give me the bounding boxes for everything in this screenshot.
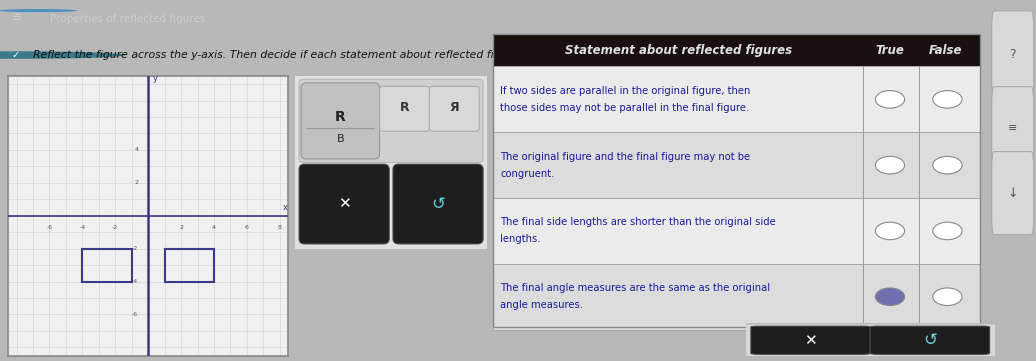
FancyBboxPatch shape bbox=[991, 87, 1034, 170]
Text: -2: -2 bbox=[132, 246, 138, 251]
Text: angle measures.: angle measures. bbox=[500, 300, 583, 310]
Text: 8: 8 bbox=[278, 225, 282, 230]
Circle shape bbox=[0, 51, 125, 59]
FancyBboxPatch shape bbox=[991, 152, 1034, 235]
FancyBboxPatch shape bbox=[429, 86, 480, 131]
Text: 4: 4 bbox=[212, 225, 215, 230]
Bar bbox=[493, 132, 980, 198]
Circle shape bbox=[0, 9, 78, 12]
Text: Statement about reflected figures: Statement about reflected figures bbox=[565, 44, 792, 57]
Circle shape bbox=[875, 156, 904, 174]
Bar bbox=[82, 249, 132, 282]
Bar bbox=[493, 66, 980, 132]
Text: 2: 2 bbox=[179, 225, 183, 230]
FancyBboxPatch shape bbox=[870, 326, 989, 354]
Text: False: False bbox=[929, 44, 962, 57]
FancyBboxPatch shape bbox=[301, 83, 379, 159]
Text: The final side lengths are shorter than the original side: The final side lengths are shorter than … bbox=[500, 217, 776, 227]
Text: The final angle measures are the same as the original: The final angle measures are the same as… bbox=[500, 283, 771, 293]
Text: -4: -4 bbox=[79, 225, 85, 230]
Bar bbox=[493, 264, 980, 330]
Text: ✕: ✕ bbox=[338, 196, 350, 212]
Bar bbox=[165, 249, 214, 282]
Text: ✓: ✓ bbox=[11, 50, 20, 60]
Text: those sides may not be parallel in the final figure.: those sides may not be parallel in the f… bbox=[500, 103, 750, 113]
Circle shape bbox=[932, 288, 962, 305]
Text: The original figure and the final figure may not be: The original figure and the final figure… bbox=[500, 152, 750, 162]
FancyBboxPatch shape bbox=[299, 164, 390, 244]
Circle shape bbox=[875, 91, 904, 108]
Text: lengths.: lengths. bbox=[500, 235, 541, 244]
Text: -4: -4 bbox=[132, 279, 138, 284]
Circle shape bbox=[932, 222, 962, 240]
Circle shape bbox=[932, 91, 962, 108]
Text: 2: 2 bbox=[135, 180, 138, 185]
Text: 4: 4 bbox=[135, 147, 138, 152]
Text: ✕: ✕ bbox=[804, 333, 817, 348]
FancyBboxPatch shape bbox=[299, 79, 483, 162]
Text: True: True bbox=[875, 44, 904, 57]
Text: If two sides are parallel in the original figure, then: If two sides are parallel in the origina… bbox=[500, 86, 751, 96]
FancyBboxPatch shape bbox=[741, 323, 1000, 357]
Text: ↺: ↺ bbox=[923, 331, 937, 349]
Text: -2: -2 bbox=[112, 225, 118, 230]
Text: Я: Я bbox=[450, 101, 459, 114]
Text: -6: -6 bbox=[133, 312, 138, 317]
Text: ≡: ≡ bbox=[1008, 123, 1017, 133]
Text: ↺: ↺ bbox=[431, 195, 445, 213]
FancyBboxPatch shape bbox=[393, 164, 483, 244]
Circle shape bbox=[932, 156, 962, 174]
Text: R: R bbox=[400, 101, 409, 114]
Text: ↓: ↓ bbox=[1007, 187, 1018, 200]
Text: 6: 6 bbox=[244, 225, 249, 230]
FancyBboxPatch shape bbox=[288, 69, 494, 256]
Text: R: R bbox=[335, 109, 346, 123]
FancyBboxPatch shape bbox=[751, 326, 870, 354]
Text: B: B bbox=[337, 134, 344, 144]
Text: Reflect the figure across the y-axis. Then decide if each statement about reflec: Reflect the figure across the y-axis. Th… bbox=[33, 50, 609, 60]
Circle shape bbox=[875, 288, 904, 305]
Circle shape bbox=[875, 222, 904, 240]
Bar bbox=[493, 34, 980, 66]
FancyBboxPatch shape bbox=[379, 86, 429, 131]
Text: x: x bbox=[283, 203, 288, 212]
FancyBboxPatch shape bbox=[991, 11, 1034, 97]
Text: congruent.: congruent. bbox=[500, 169, 555, 179]
Text: Properties of reflected figures: Properties of reflected figures bbox=[50, 14, 205, 24]
Bar bbox=[493, 198, 980, 264]
Text: ≡: ≡ bbox=[12, 10, 23, 23]
Text: ?: ? bbox=[1009, 48, 1016, 61]
Text: -6: -6 bbox=[47, 225, 53, 230]
Text: y: y bbox=[152, 74, 157, 83]
